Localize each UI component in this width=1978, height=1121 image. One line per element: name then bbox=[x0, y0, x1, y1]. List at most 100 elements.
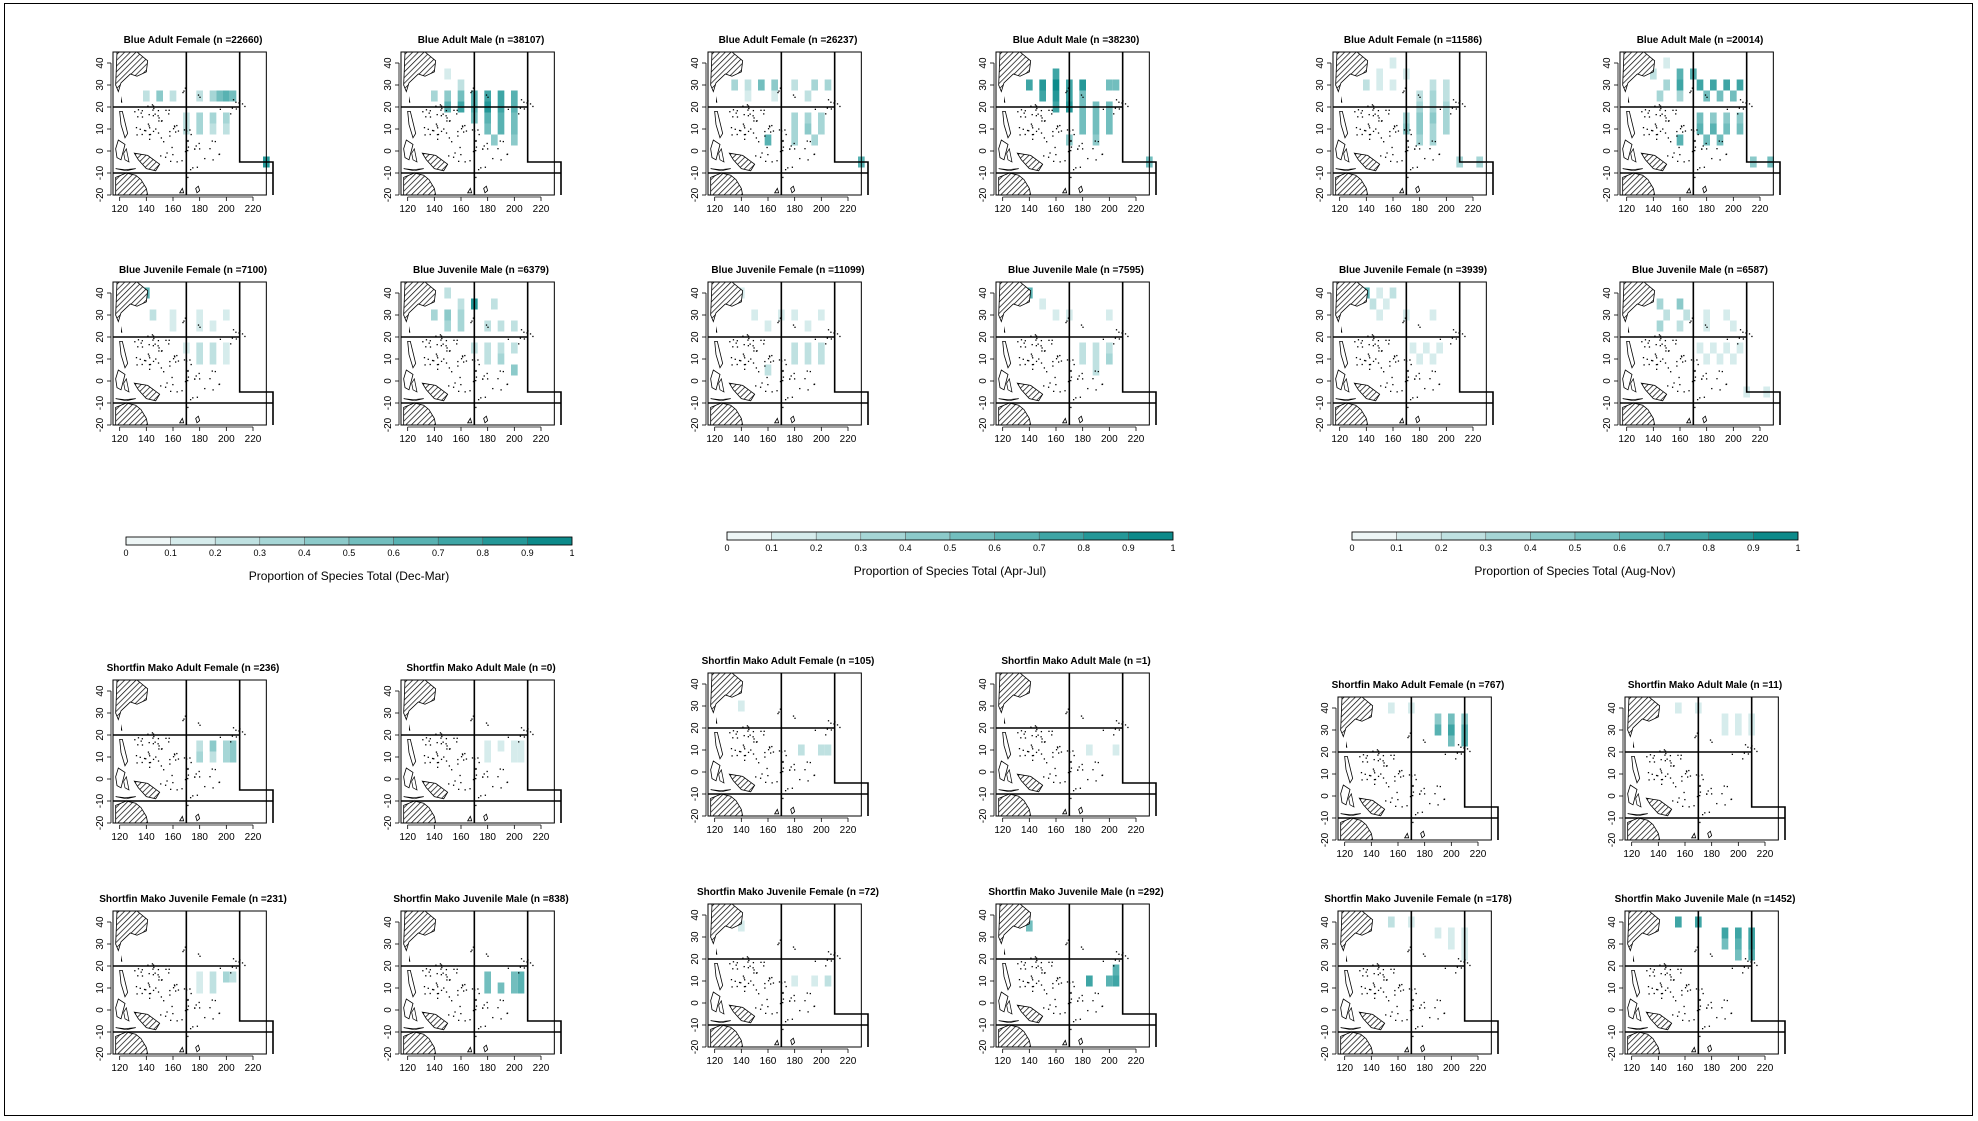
island-dot bbox=[148, 363, 151, 366]
land-australia bbox=[710, 172, 744, 196]
island-dot bbox=[148, 984, 150, 986]
island-dot bbox=[169, 994, 171, 996]
y-tick-label: 10 bbox=[690, 353, 701, 365]
plot-frame bbox=[1332, 51, 1487, 196]
heat-cell bbox=[497, 112, 505, 124]
island-dot bbox=[1673, 382, 1675, 384]
island-dot bbox=[1357, 109, 1360, 111]
island-dot bbox=[1672, 979, 1675, 981]
land-new-caledonia bbox=[178, 417, 185, 424]
island-dot bbox=[230, 972, 232, 974]
island-dot bbox=[1369, 357, 1371, 359]
island-dot bbox=[1073, 985, 1075, 988]
island-dot bbox=[1666, 758, 1668, 760]
island-dot bbox=[1372, 982, 1375, 984]
island-dot bbox=[149, 133, 152, 136]
x-tick-label: 120 bbox=[111, 1063, 128, 1074]
island-dot bbox=[1388, 786, 1390, 788]
island-dot bbox=[731, 755, 733, 757]
island-dot bbox=[483, 1004, 485, 1006]
heat-cell bbox=[196, 342, 203, 354]
land-australia bbox=[1627, 817, 1661, 841]
land-new-caledonia bbox=[1690, 832, 1697, 839]
land-borneo bbox=[403, 998, 414, 1020]
island-dot bbox=[778, 981, 781, 983]
island-dot bbox=[814, 108, 817, 110]
island-dot bbox=[1403, 320, 1405, 322]
island-dot bbox=[425, 968, 428, 970]
legend-swatch bbox=[905, 531, 951, 541]
island-dot bbox=[458, 788, 460, 791]
island-dot bbox=[1644, 116, 1646, 118]
legend-swatch bbox=[214, 536, 261, 546]
heat-cell bbox=[1716, 134, 1724, 146]
island-dot bbox=[1684, 987, 1687, 989]
legend: 0 0.1 0.2 0.3 0.4 0.5 0.6 0.7 0.8 0.9 1Proportion … bbox=[1349, 531, 1801, 578]
island-dot bbox=[1059, 976, 1061, 979]
island-dot bbox=[1070, 176, 1072, 179]
island-dot bbox=[141, 340, 143, 342]
island-dot bbox=[1375, 358, 1377, 360]
island-dot bbox=[1037, 965, 1039, 967]
island-dot bbox=[1385, 800, 1387, 802]
island-dot bbox=[1372, 345, 1375, 347]
island-dot bbox=[148, 343, 150, 346]
island-dot bbox=[189, 988, 191, 990]
island-dot bbox=[793, 763, 795, 766]
island-dot bbox=[764, 756, 766, 758]
x-axis: 120 140 160 180 200 220 bbox=[1336, 1055, 1487, 1074]
island-dot bbox=[1368, 125, 1370, 127]
island-dot bbox=[836, 103, 839, 105]
island-dot bbox=[1389, 801, 1392, 803]
island-dot bbox=[500, 159, 502, 161]
island-dot bbox=[232, 329, 235, 331]
island-dot bbox=[1053, 1012, 1055, 1015]
island-dot bbox=[475, 376, 478, 378]
island-dot bbox=[1070, 379, 1072, 382]
island-dot bbox=[748, 728, 750, 731]
panel-title: Blue Adult Male (n =38107) bbox=[418, 35, 545, 46]
island-dot bbox=[1401, 769, 1403, 772]
island-dot bbox=[165, 737, 167, 739]
island-dot bbox=[1070, 369, 1072, 372]
island-dot bbox=[472, 715, 475, 717]
island-dot bbox=[746, 956, 749, 958]
land-new-guinea bbox=[421, 382, 449, 402]
land-new-guinea bbox=[1358, 1011, 1386, 1031]
island-dot bbox=[1094, 370, 1096, 372]
island-dot bbox=[1701, 774, 1703, 776]
island-dot bbox=[1031, 985, 1034, 988]
island-dot bbox=[424, 364, 426, 366]
island-dot bbox=[1661, 986, 1663, 988]
island-dot bbox=[529, 962, 532, 964]
land-new-guinea bbox=[421, 152, 449, 172]
island-dot bbox=[1055, 774, 1057, 777]
island-dot bbox=[1661, 778, 1664, 781]
island-dot bbox=[1738, 337, 1741, 339]
island-dot bbox=[219, 967, 222, 969]
island-dot bbox=[469, 390, 471, 392]
island-dot bbox=[157, 760, 160, 762]
island-dot bbox=[1653, 761, 1656, 763]
heat-cell bbox=[1112, 744, 1120, 756]
island-dot bbox=[244, 335, 246, 338]
island-dot bbox=[1040, 345, 1042, 347]
island-dot bbox=[1665, 117, 1667, 119]
heat-cell bbox=[497, 353, 505, 365]
island-dot bbox=[1422, 953, 1425, 955]
island-dot bbox=[830, 953, 832, 955]
x-axis: 120 140 160 180 200 220 bbox=[994, 817, 1145, 836]
island-dot bbox=[1035, 751, 1038, 754]
land-new-guinea bbox=[1640, 382, 1668, 402]
island-dot bbox=[484, 166, 487, 168]
legend-swatch bbox=[1574, 531, 1620, 541]
island-dot bbox=[155, 358, 157, 360]
heat-cell bbox=[1112, 964, 1120, 976]
land-sulawesi bbox=[411, 775, 418, 791]
x-tick-label: 220 bbox=[1757, 849, 1774, 860]
island-dot bbox=[477, 129, 479, 131]
island-dot bbox=[1416, 166, 1419, 168]
island-dot bbox=[1673, 152, 1675, 154]
island-dot bbox=[1035, 130, 1038, 133]
island-dot bbox=[1670, 976, 1672, 978]
